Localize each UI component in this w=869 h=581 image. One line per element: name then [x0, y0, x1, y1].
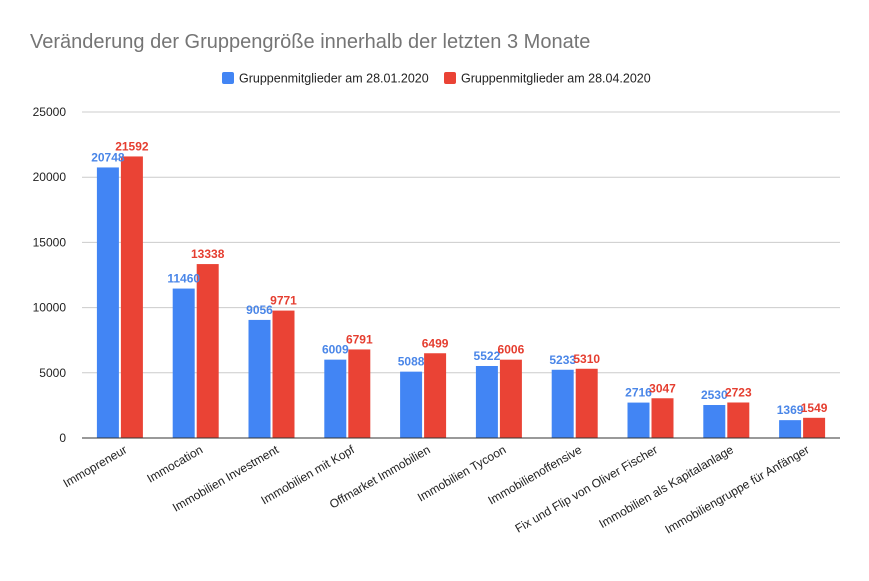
bar-2-9: [727, 402, 750, 438]
bar-1-6: [475, 365, 498, 438]
data-label: 5522: [474, 349, 501, 363]
y-tick-label: 5000: [39, 366, 66, 380]
legend-swatch-2: [444, 72, 456, 84]
data-label: 5233: [549, 353, 576, 367]
bars: [96, 156, 826, 439]
data-label: 6499: [422, 336, 449, 350]
data-label: 9056: [246, 303, 273, 317]
data-label: 1369: [777, 403, 804, 417]
data-label: 2716: [625, 386, 652, 400]
data-label: 20748: [91, 150, 125, 164]
legend-label-1: Gruppenmitglieder am 28.01.2020: [239, 72, 429, 86]
y-tick-label: 0: [59, 431, 66, 445]
bar-2-2: [196, 264, 219, 438]
x-tick-label: Fix und Flip von Oliver Fischer: [513, 442, 660, 535]
bar-2-3: [272, 310, 295, 438]
x-tick-label: Immopreneur: [61, 442, 130, 490]
x-tick-label: Immobiliengruppe für Anfänger: [662, 442, 811, 536]
bar-2-1: [120, 156, 143, 439]
data-label: 11460: [167, 272, 200, 286]
legend-label-2: Gruppenmitglieder am 28.04.2020: [461, 72, 651, 86]
bar-2-7: [575, 368, 598, 438]
bar-2-8: [651, 398, 674, 438]
data-label: 6791: [346, 332, 373, 346]
data-label: 2723: [725, 385, 752, 399]
y-axis-ticks: 0 5000 10000 15000 20000 25000: [33, 105, 67, 445]
legend-swatch-1: [222, 72, 234, 84]
y-tick-label: 10000: [33, 301, 67, 315]
bar-1-4: [324, 359, 347, 438]
bar-1-7: [551, 369, 574, 438]
gridlines: [82, 111, 840, 374]
data-label: 6009: [322, 343, 349, 357]
data-label: 5310: [573, 352, 600, 366]
bar-2-10: [803, 417, 826, 438]
data-label: 6006: [498, 343, 525, 357]
bar-1-5: [400, 371, 423, 438]
bar-1-1: [96, 167, 119, 438]
data-label: 1549: [801, 401, 828, 415]
chart-title: Veränderung der Gruppengröße innerhalb d…: [30, 31, 590, 53]
x-tick-label: Immocation: [144, 442, 205, 485]
legend: Gruppenmitglieder am 28.01.2020 Gruppenmi…: [222, 72, 651, 86]
y-tick-label: 25000: [33, 105, 67, 119]
bar-1-9: [703, 405, 726, 438]
data-label: 13338: [191, 247, 225, 261]
data-label: 3047: [649, 381, 676, 395]
data-label: 21592: [115, 139, 149, 153]
bar-1-3: [248, 319, 271, 438]
data-label: 2530: [701, 388, 728, 402]
data-label: 9771: [270, 294, 297, 308]
bar-2-5: [424, 353, 447, 438]
bar-1-10: [779, 420, 802, 438]
bar-2-4: [348, 349, 371, 438]
bar-1-2: [172, 288, 195, 438]
bar-2-6: [499, 359, 522, 438]
x-tick-label: Immobilien als Kapitalanlage: [597, 442, 737, 531]
y-tick-label: 20000: [33, 170, 67, 184]
bar-1-8: [627, 402, 650, 438]
data-label: 5088: [398, 355, 425, 369]
y-tick-label: 15000: [33, 235, 67, 249]
